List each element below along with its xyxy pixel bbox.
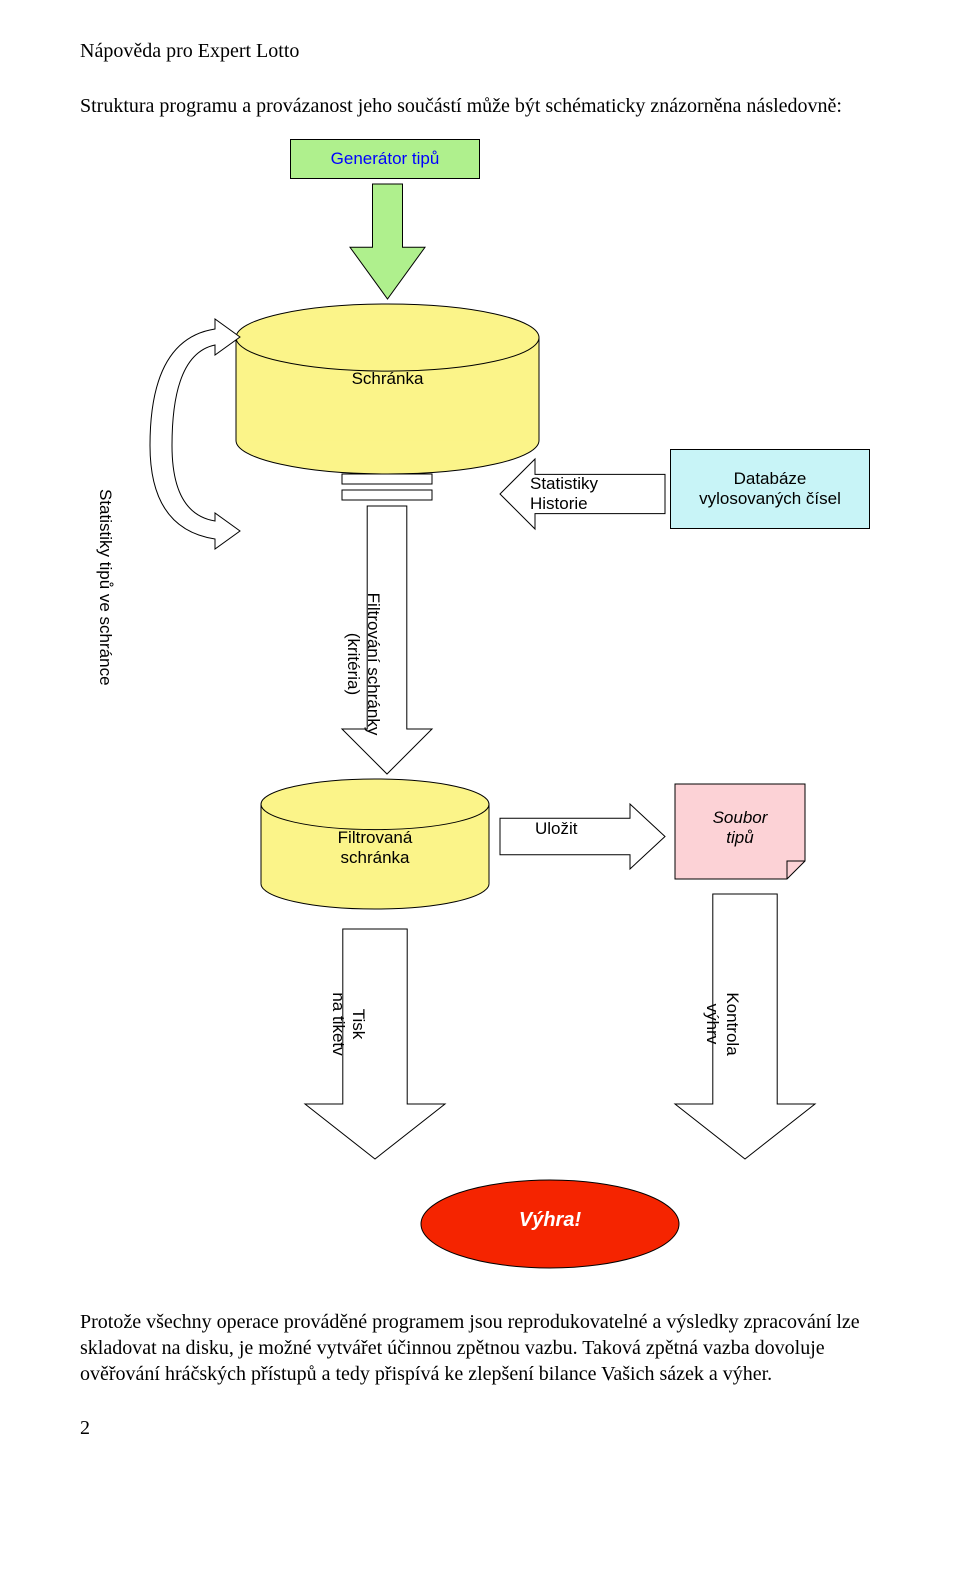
arrow-gen-down xyxy=(350,184,425,299)
intro-text: Struktura programu a provázanost jeho so… xyxy=(80,93,880,119)
label-statistiky-historie: StatistikyHistorie xyxy=(530,474,650,524)
outro-text: Protože všechny operace prováděné progra… xyxy=(80,1309,880,1387)
node-generator: Generátor tipů xyxy=(290,139,480,179)
label-ulozit: Uložit xyxy=(535,819,615,849)
flowchart-diagram: Generátor tipů Schránka Statistiky tipů … xyxy=(80,139,880,1279)
node-soubor-tipu-label: Soubortipů xyxy=(675,808,805,848)
node-vyhra-label: Výhra! xyxy=(420,1209,680,1232)
node-filtrovana-schranka-label: Filtrovanáschránka xyxy=(260,828,490,868)
page-header: Nápověda pro Expert Lotto xyxy=(80,40,880,63)
node-databaze-label: Databázevylosovaných čísel xyxy=(699,469,841,509)
arrow-kontrola-down xyxy=(675,894,815,1159)
node-schranka-label: Schránka xyxy=(235,369,540,389)
arrow-tisk-down xyxy=(305,929,445,1159)
label-filtrovani: Filtrování schránky(kritéria) xyxy=(343,593,383,736)
label-kontrola: Kontrolavýhrv xyxy=(702,992,742,1055)
label-tisk: Tiskna tiketv xyxy=(328,992,368,1055)
node-schranka xyxy=(235,304,540,474)
node-databaze: Databázevylosovaných čísel xyxy=(670,449,870,529)
page-number: 2 xyxy=(80,1417,880,1440)
arrow-stat-curve xyxy=(130,319,240,549)
node-generator-label: Generátor tipů xyxy=(331,149,440,169)
label-statistiky-schranky: Statistiky tipů ve schránce xyxy=(95,489,115,686)
